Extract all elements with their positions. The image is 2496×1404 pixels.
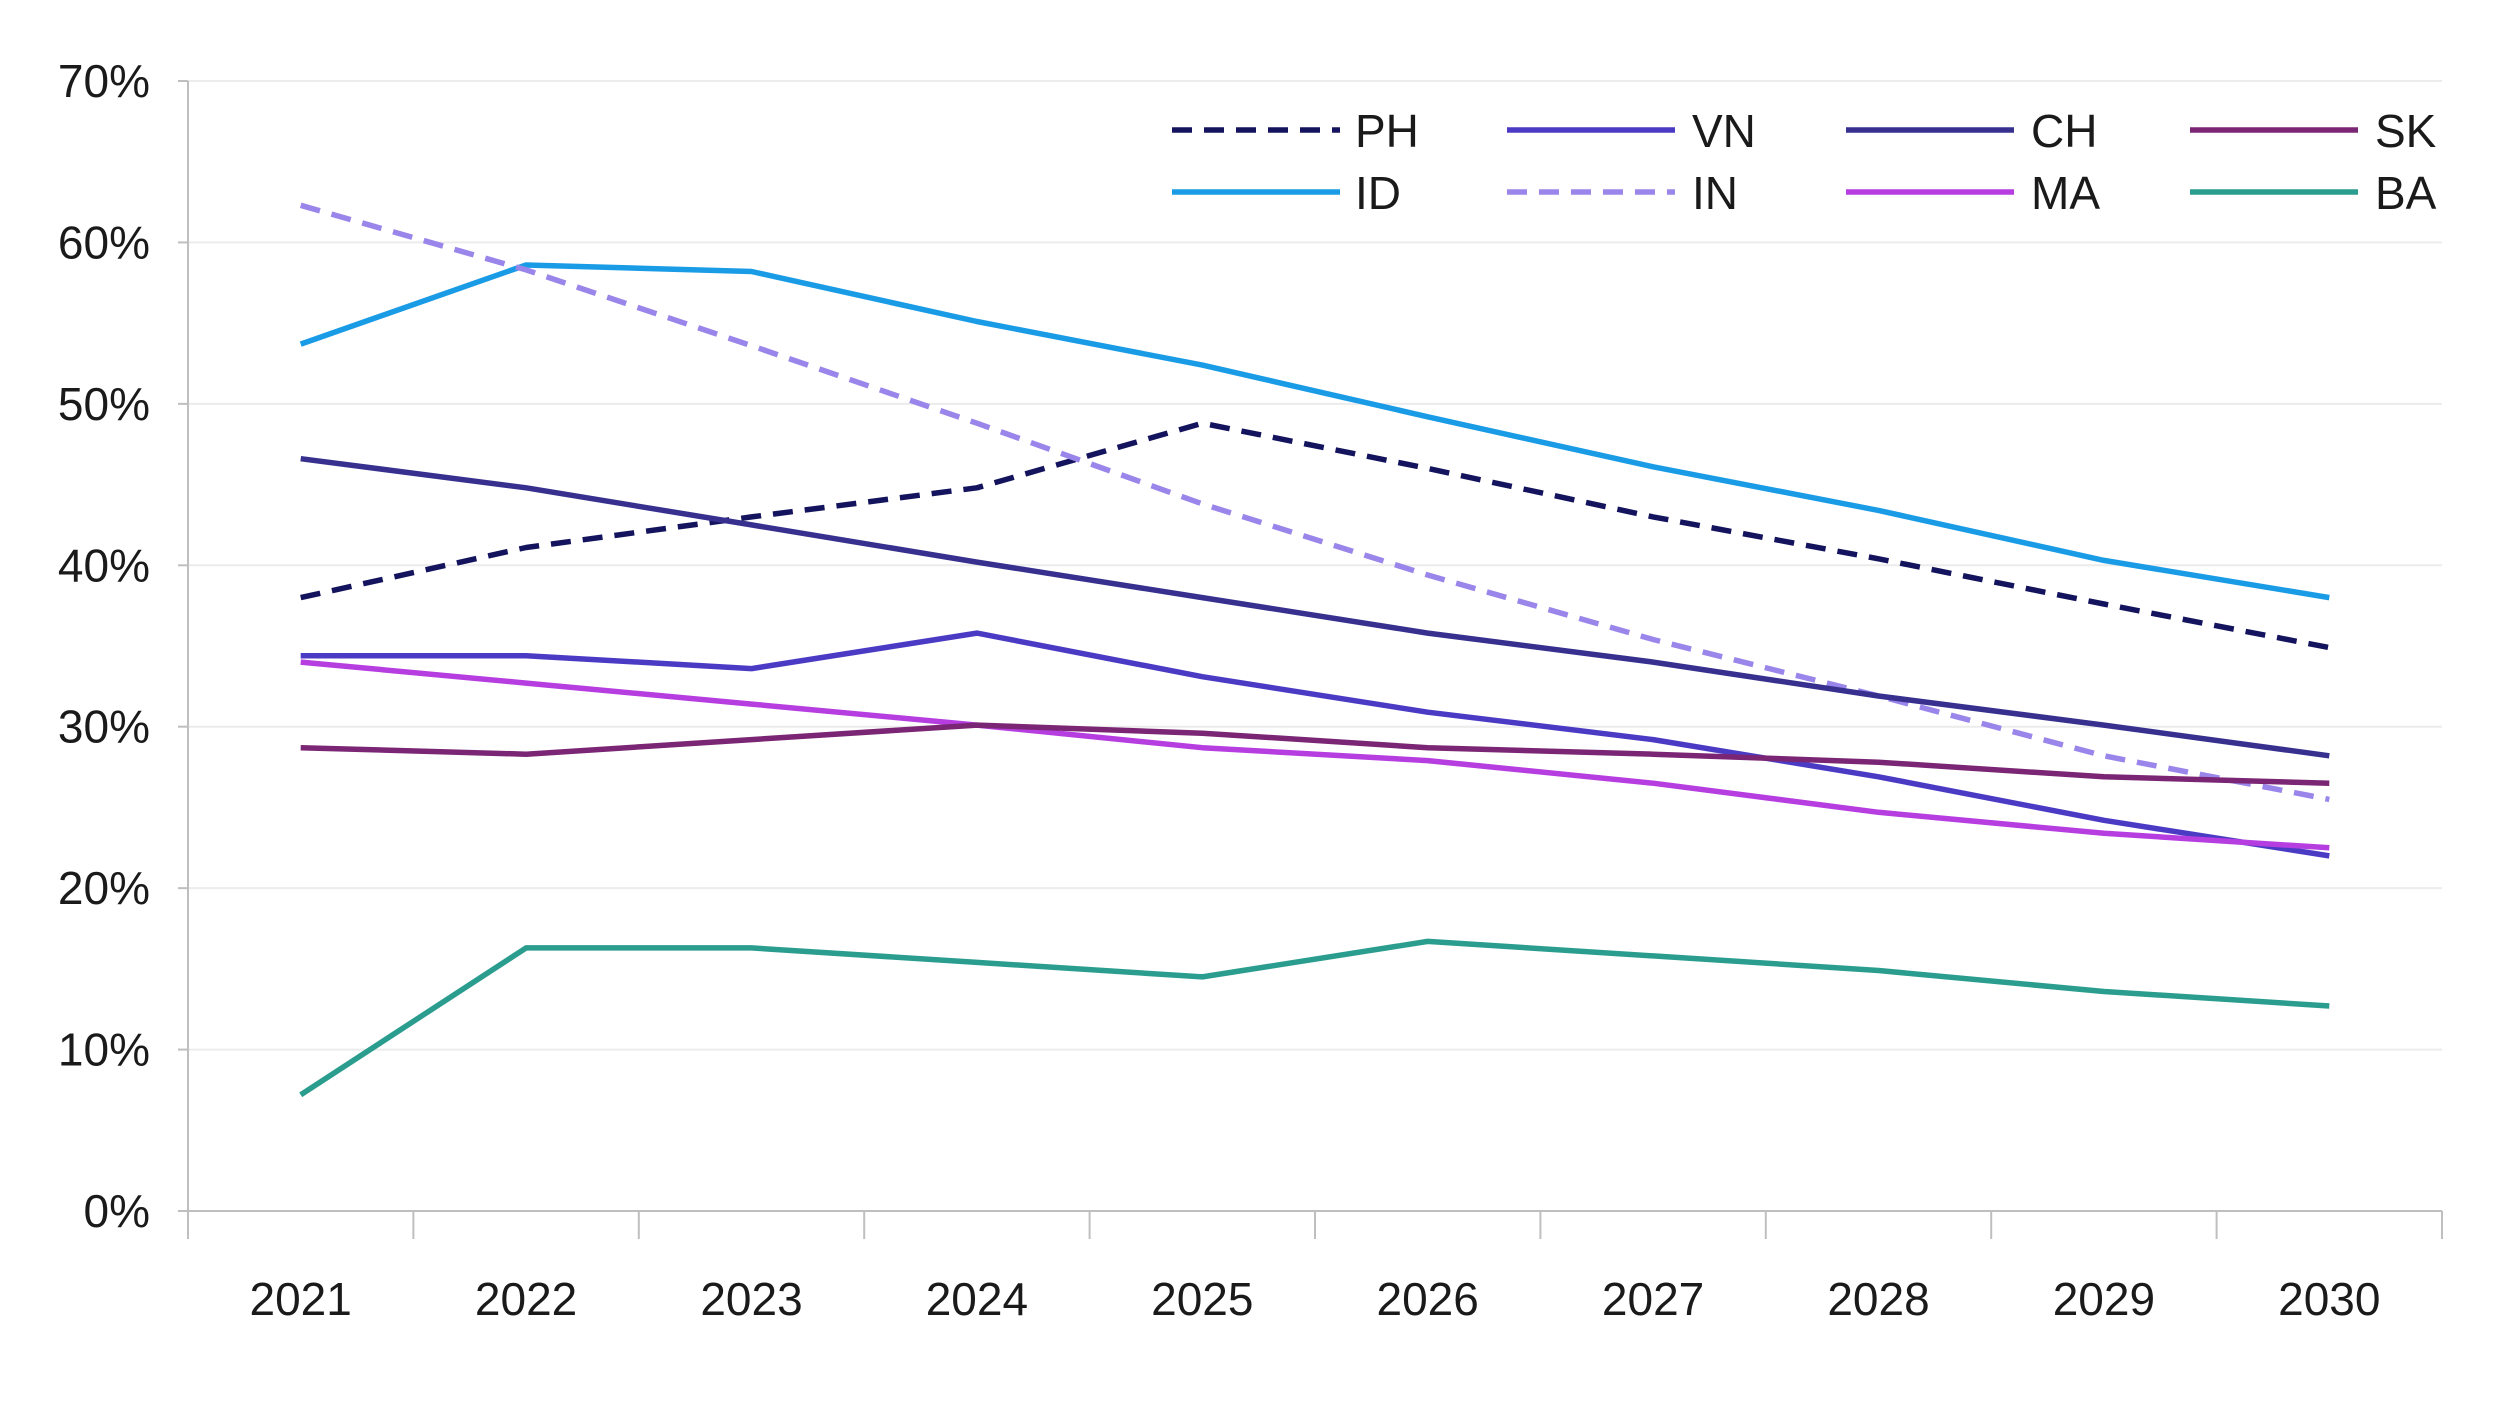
y-tick-label: 40% — [58, 539, 150, 591]
x-tick-label: 2029 — [2053, 1273, 2155, 1325]
y-tick-label: 10% — [58, 1024, 150, 1076]
legend-label-sk: SK — [2375, 105, 2437, 157]
series-line-vn — [300, 630, 2330, 859]
axes: 0% 10% 20% 30% 40% 50% 60% 70% 2021 2022 2023 2024 2… — [58, 55, 2443, 1325]
y-tick-label: 0% — [84, 1185, 150, 1237]
legend: PH ID VN IN CH MA SK BA — [1172, 105, 2437, 219]
series-line-ph — [300, 420, 2330, 651]
legend-label-id: ID — [1355, 167, 1401, 219]
x-tick-label: 2030 — [2278, 1273, 2380, 1325]
y-tick-label: 30% — [58, 701, 150, 753]
series-line-sk — [300, 722, 2330, 786]
legend-label-ch: CH — [2031, 105, 2097, 157]
legend-label-in: IN — [1692, 167, 1738, 219]
x-tick-label: 2022 — [475, 1273, 577, 1325]
x-tick-label: 2027 — [1602, 1273, 1704, 1325]
series-lines — [299, 202, 2330, 1098]
y-tick-label: 70% — [58, 55, 150, 107]
series-line-ba — [299, 938, 2330, 1098]
y-tick-label: 60% — [58, 216, 150, 268]
x-tick-label: 2024 — [926, 1273, 1028, 1325]
x-tick-label: 2025 — [1151, 1273, 1253, 1325]
gridlines — [188, 80, 2442, 1051]
legend-label-vn: VN — [1692, 105, 1756, 157]
series-line-ch — [300, 455, 2330, 759]
series-line-in — [299, 202, 2330, 803]
legend-label-ph: PH — [1355, 105, 1419, 157]
x-tick-label: 2028 — [1827, 1273, 1929, 1325]
legend-label-ma: MA — [2031, 167, 2100, 219]
legend-label-ba: BA — [2375, 167, 2437, 219]
x-tick-label: 2026 — [1377, 1273, 1479, 1325]
series-line-ma — [300, 659, 2330, 851]
y-tick-label: 20% — [58, 862, 150, 914]
x-tick-label: 2023 — [700, 1273, 802, 1325]
y-tick-label: 50% — [58, 378, 150, 430]
x-tick-label: 2021 — [250, 1273, 352, 1325]
series-line-id — [299, 262, 2330, 601]
